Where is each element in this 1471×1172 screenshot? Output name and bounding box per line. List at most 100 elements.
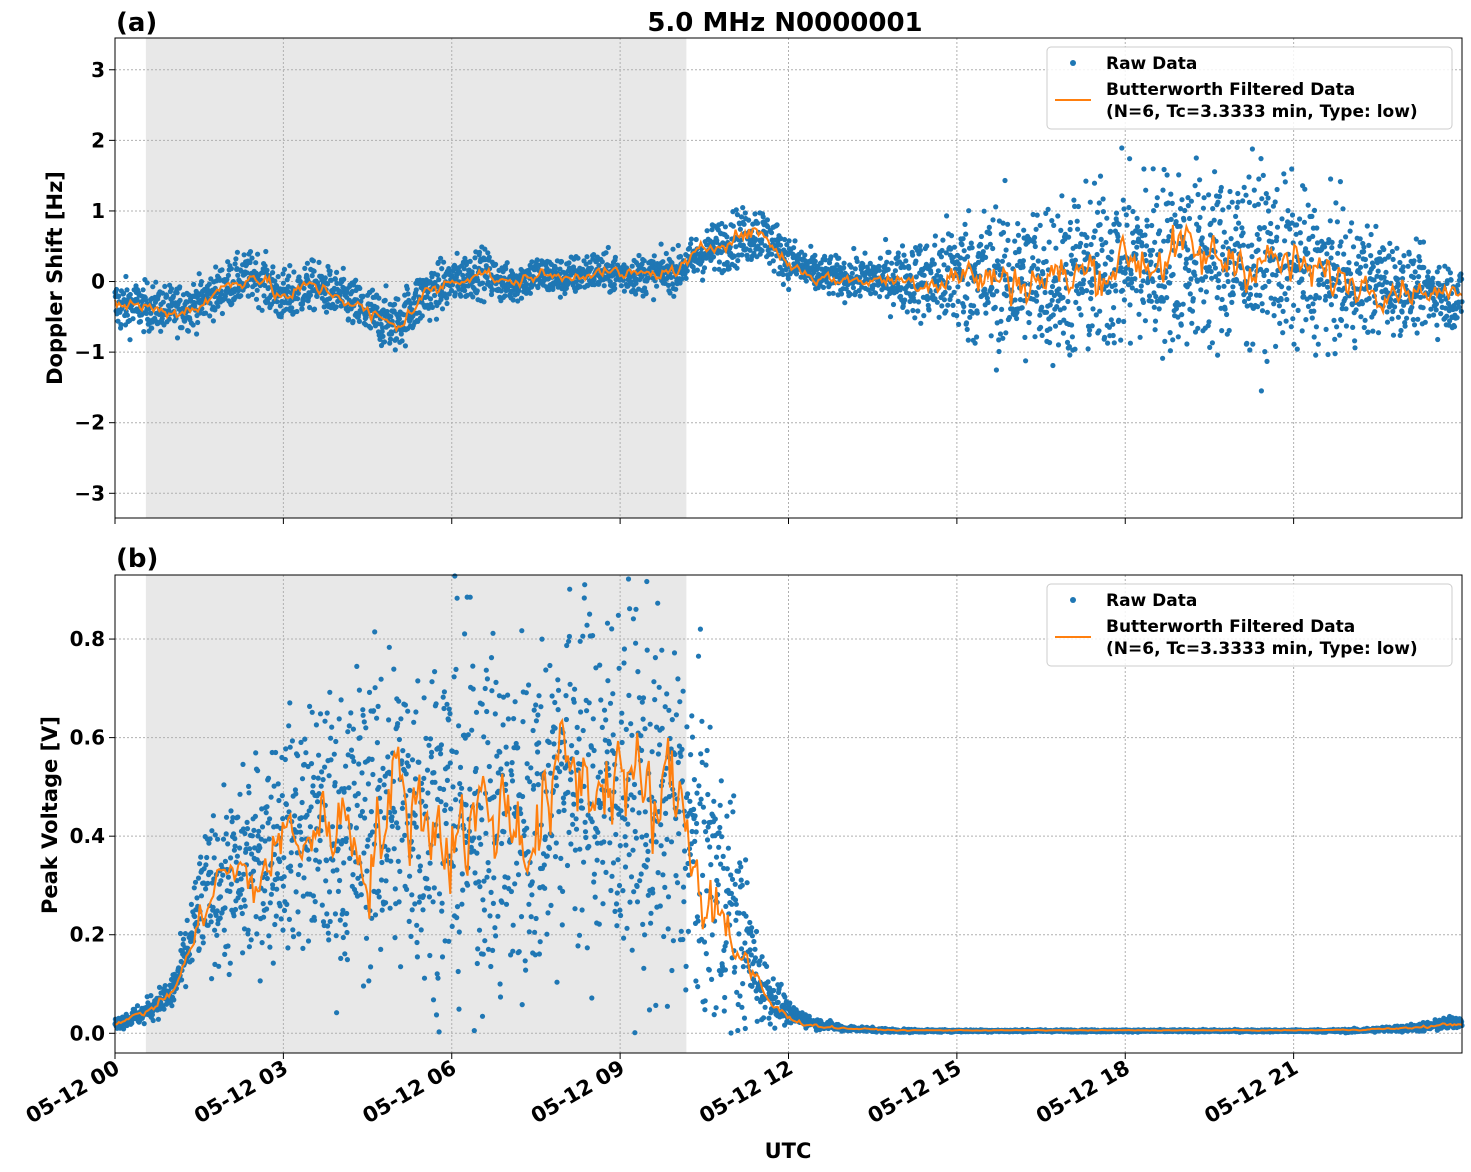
panel-a-raw-point [1294, 346, 1300, 352]
panel-b-raw-point [484, 708, 490, 715]
panel-b-raw-point [533, 702, 539, 708]
panel-a-raw-point [1185, 195, 1191, 201]
panel-b-raw-point [494, 753, 500, 759]
panel-a-raw-point [1282, 179, 1288, 185]
panel-b-raw-point [271, 783, 277, 789]
panel-a-raw-point [1198, 287, 1204, 293]
panel-a-raw-point [212, 307, 218, 313]
panel-a-raw-point [1267, 231, 1273, 237]
panel-b-raw-point [195, 928, 201, 934]
panel-b-raw-point [311, 917, 318, 923]
panel-b-raw-point [209, 880, 215, 886]
panel-a-raw-point [1448, 277, 1454, 283]
panel-b-raw-point [402, 832, 408, 839]
panel-a-raw-point [838, 291, 845, 297]
panel-a-raw-point [393, 336, 400, 342]
panel-b-raw-point [476, 835, 482, 841]
panel-a-raw-point [1373, 223, 1379, 229]
panel-a-raw-point [770, 258, 776, 264]
panel-a-raw-point [1186, 267, 1192, 274]
panel-a-raw-point [1057, 319, 1063, 326]
panel-a-raw-point [1154, 195, 1160, 201]
panel-a-raw-point [1167, 330, 1173, 336]
panel-a-legend-raw-label: Raw Data [1106, 54, 1197, 74]
panel-a-raw-point [470, 294, 476, 300]
panel-b-raw-point [333, 933, 339, 939]
panel-a-raw-point [1134, 224, 1141, 230]
panel-b-raw-point [488, 889, 494, 896]
panel-a-raw-point [1066, 234, 1072, 240]
panel-a-raw-point [731, 253, 738, 259]
panel-b-raw-point [273, 749, 279, 756]
panel-a-raw-point [990, 217, 996, 223]
panel-b-raw-point [405, 708, 411, 714]
panel-a-raw-point [771, 268, 777, 274]
panel-a-raw-point [786, 238, 792, 244]
panel-b-raw-point [313, 722, 319, 728]
panel-b-raw-point [447, 760, 453, 766]
panel-a-raw-point [1055, 342, 1062, 348]
panel-a-raw-point [457, 269, 463, 275]
panel-b-raw-point [590, 633, 596, 639]
panel-a-raw-point [1332, 293, 1339, 299]
panel-a-raw-point [1144, 223, 1150, 229]
panel-a-raw-point [1337, 179, 1343, 185]
panel-b-raw-point [129, 1020, 135, 1026]
panel-b-raw-point [298, 815, 304, 821]
panel-a-raw-point [1286, 285, 1292, 291]
panel-a-raw-point [1274, 186, 1280, 193]
panel-a-raw-point [1284, 296, 1290, 303]
panel-a-raw-point [1289, 166, 1295, 172]
panel-a-raw-point [716, 266, 722, 272]
panel-a-raw-point [983, 310, 989, 316]
panel-b-raw-point [409, 757, 416, 763]
panel-b-raw-point [322, 764, 328, 770]
panel-b-raw-point [429, 749, 435, 756]
panel-a-raw-point [946, 285, 952, 291]
panel-a-raw-point [1413, 236, 1419, 242]
panel-b-raw-point [449, 923, 455, 930]
panel-b-raw-point [259, 824, 266, 830]
panel-a-raw-point [289, 305, 295, 311]
panel-b-raw-point [521, 818, 527, 824]
panel-a-raw-point [1357, 270, 1363, 276]
panel-a-raw-point [1256, 176, 1262, 182]
panel-b-raw-point [566, 638, 572, 644]
panel-b-raw-point [565, 789, 571, 796]
panel-b-raw-point [442, 807, 448, 814]
panel-b-raw-point [222, 951, 228, 958]
panel-a-raw-point [1050, 362, 1056, 369]
panel-b-raw-point [487, 778, 493, 784]
panel-a-raw-point [969, 245, 975, 251]
panel-a-raw-point [1347, 271, 1354, 277]
panel-b-raw-point [188, 901, 194, 908]
panel-b-raw-point [437, 746, 443, 752]
panel-b-raw-point [499, 899, 505, 905]
panel-a-raw-point [287, 263, 293, 269]
panel-b-raw-point [497, 994, 504, 1000]
panel-b-raw-point [301, 875, 307, 881]
panel-a-raw-point [842, 300, 848, 306]
panel-a-raw-point [1151, 304, 1157, 310]
panel-a-raw-point [767, 260, 773, 266]
panel-b-raw-point [489, 688, 495, 694]
panel-a-raw-point [389, 331, 395, 337]
panel-b-raw-point [559, 922, 565, 928]
panel-a-raw-point [444, 295, 450, 301]
panel-b-raw-point [308, 761, 315, 767]
panel-b-raw-point [295, 871, 301, 878]
panel-a-raw-point [1277, 252, 1283, 258]
panel-a-raw-point [1002, 253, 1008, 259]
panel-a-raw-point [1019, 305, 1025, 311]
panel-b-raw-point [404, 886, 410, 893]
panel-a-raw-point [916, 299, 922, 305]
panel-b-raw-point [502, 884, 508, 890]
panel-b-raw-point [241, 897, 247, 903]
panel-a-raw-point [1341, 251, 1347, 257]
panel-b-raw-point [354, 663, 360, 670]
panel-a-raw-point [1390, 256, 1396, 262]
panel-b-raw-point [338, 697, 344, 703]
panel-a-raw-point [1392, 304, 1398, 310]
panel-b-raw-point [415, 854, 422, 860]
panel-a-raw-point [990, 292, 997, 298]
